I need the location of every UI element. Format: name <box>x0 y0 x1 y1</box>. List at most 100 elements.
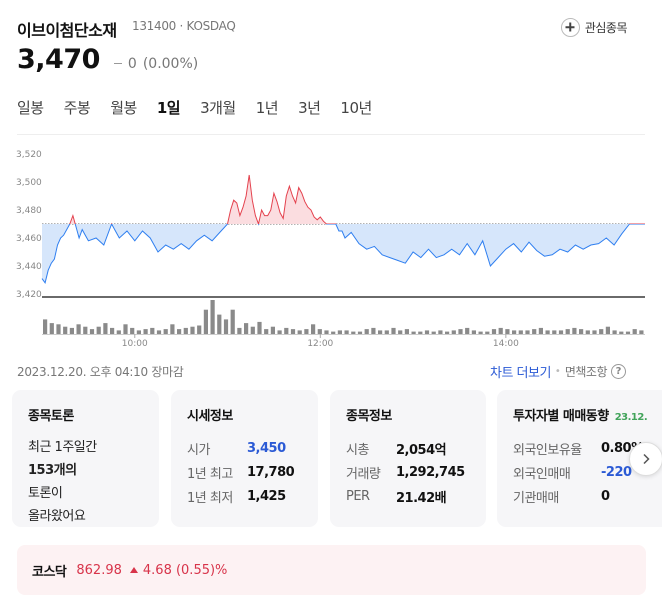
volume-bar <box>284 327 289 334</box>
volume-bar <box>364 329 369 334</box>
volume-bar <box>525 330 530 334</box>
watchlist-label: 관심종목 <box>584 20 628 35</box>
volume-bar <box>558 330 564 334</box>
discussion-text: 최근 1주일간 153개의 토론이 올라왔어요 <box>28 436 143 527</box>
kosdaq-index-banner[interactable]: 코스닥 862.98 4.68 (0.55)% <box>17 545 646 595</box>
change-value: 0 <box>127 56 137 72</box>
question-icon[interactable]: ? <box>611 364 626 379</box>
volume-bar <box>311 324 316 334</box>
kv-label: 거래량 <box>346 466 381 482</box>
kv-label: 외국인보유율 <box>513 442 582 458</box>
open-price-row: 시가 3,450 <box>187 436 302 460</box>
volume-bar <box>56 324 61 334</box>
volume-bar <box>357 331 363 334</box>
volume-bar <box>110 327 115 334</box>
plus-icon <box>560 17 580 37</box>
market-cap-row: 시총 2,054억 <box>346 436 470 460</box>
intraday-price-chart[interactable]: 3,520 3,500 3,480 3,460 3,440 3,420 10:00 12:00… <box>0 140 662 350</box>
year-low-row: 1년 최저 1,425 <box>187 484 302 508</box>
volume-bar <box>264 329 269 334</box>
volume-bar <box>545 330 550 334</box>
x-tick-label: 14:00 <box>493 339 519 349</box>
volume-bar <box>163 329 168 334</box>
tab-3year[interactable]: 3년 <box>298 99 321 117</box>
volume-bar <box>89 329 95 334</box>
volume-bar <box>344 330 349 334</box>
volume-bar <box>498 327 503 334</box>
volume-bar <box>538 327 543 334</box>
index-change-text: 4.68 (0.55)% <box>142 562 228 578</box>
volume-bar <box>391 327 396 334</box>
volume-bar <box>518 330 523 334</box>
tab-3month[interactable]: 3개월 <box>200 99 236 117</box>
volume-bar <box>445 331 450 334</box>
discussion-line: 올라왔어요 <box>28 509 86 524</box>
volume-bar <box>478 331 483 334</box>
discussion-card[interactable]: 종목토론 최근 1주일간 153개의 토론이 올라왔어요 <box>12 390 159 527</box>
investor-date-tag: 23.12. <box>614 412 648 423</box>
chart-links: 차트 더보기 • 면책조항 ? <box>490 362 626 381</box>
add-watchlist-button[interactable]: 관심종목 <box>560 15 628 39</box>
price-line-up <box>69 174 645 224</box>
volume-bar <box>197 325 202 334</box>
market-price-card[interactable]: 시세정보 시가 3,450 1년 최고 17,780 1년 최저 1,425 <box>171 390 318 527</box>
discussion-count: 153개의 <box>28 463 77 478</box>
y-tick-label: 3,460 <box>16 234 42 244</box>
year-high-value: 17,780 <box>247 464 295 480</box>
volume-bar <box>63 326 68 334</box>
unchanged-icon <box>113 62 122 64</box>
investor-card[interactable]: 투자자별 매매동향 23.12. 외국인보유율 0.80% 외국인매매 -220 … <box>497 390 662 527</box>
disclaimer-link[interactable]: 면책조항 <box>564 365 608 379</box>
volume-bar <box>223 319 229 334</box>
chart-more-link[interactable]: 차트 더보기 <box>489 366 551 381</box>
volume-bar <box>398 330 403 334</box>
index-name: 코스닥 <box>32 564 67 580</box>
kv-label: 외국인매매 <box>513 466 571 482</box>
index-value: 862.98 <box>76 562 122 578</box>
foreign-trade-value: -220 <box>601 464 632 480</box>
volume-bar <box>324 330 329 334</box>
volume-bar <box>491 329 497 334</box>
tab-daily[interactable]: 일봉 <box>17 99 44 117</box>
volume-bar <box>424 330 430 334</box>
volume-bar <box>438 330 443 334</box>
tab-10year[interactable]: 10년 <box>340 99 372 117</box>
up-triangle-icon <box>129 567 138 573</box>
volume-bar <box>485 331 490 334</box>
investor-title: 투자자별 매매동향 23.12. <box>513 405 651 424</box>
volume-bar <box>257 321 262 334</box>
volume-bar <box>351 331 356 334</box>
volume-bar <box>76 324 81 334</box>
market-title: 시세정보 <box>187 409 233 424</box>
tab-monthly[interactable]: 월봉 <box>110 99 137 117</box>
volume-bar <box>512 330 517 334</box>
x-tick-label: 12:00 <box>307 339 333 349</box>
stock-code-market: 131400 · KOSDAQ <box>132 19 236 33</box>
volume-bar <box>451 330 456 334</box>
stock-info-card[interactable]: 종목정보 시총 2,054억 거래량 1,292,745 PER 21.42배 <box>330 390 486 527</box>
volume-bar <box>290 329 296 334</box>
tab-1day[interactable]: 1일 <box>156 99 181 117</box>
tab-1year[interactable]: 1년 <box>255 99 279 117</box>
next-card-button[interactable] <box>629 442 662 476</box>
volume-bar <box>156 330 162 334</box>
volume-bar <box>565 329 570 334</box>
institution-trade-value: 0 <box>601 488 610 504</box>
volume-bar <box>317 329 322 334</box>
volume-bar <box>136 330 141 334</box>
investor-title-text: 투자자별 매매동향 <box>513 409 609 424</box>
volume-bar <box>103 323 108 334</box>
volume-bar <box>411 331 416 334</box>
tabs-divider <box>17 134 645 135</box>
volume-bar <box>471 330 476 334</box>
period-tabs: 일봉 주봉 월봉 1일 3개월 1년 3년 10년 <box>17 97 392 121</box>
volume-bar <box>230 309 235 334</box>
y-tick-label: 3,500 <box>16 178 42 188</box>
volume-bar <box>418 331 423 334</box>
tab-weekly[interactable]: 주봉 <box>63 99 91 117</box>
volume-bar <box>371 327 376 334</box>
volume-bar <box>619 331 624 334</box>
volume-bar <box>83 326 88 334</box>
y-tick-label: 3,480 <box>16 206 42 216</box>
volume-value: 1,292,745 <box>396 464 465 480</box>
